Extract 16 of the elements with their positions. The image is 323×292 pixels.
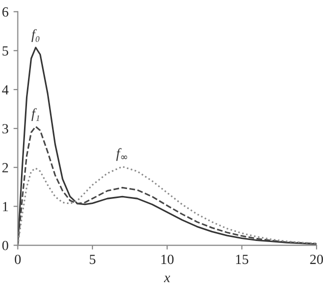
y-tick-label: 6: [2, 7, 8, 17]
series-label: f₁: [32, 108, 40, 121]
x-tick-label: 10: [161, 254, 174, 264]
y-tick-label: 3: [2, 124, 8, 134]
series-label: f$_{∞}$: [116, 148, 128, 161]
series-label: f₀: [32, 29, 40, 42]
y-tick-label: 1: [3, 202, 8, 212]
x-tick-label: 0: [14, 254, 21, 264]
y-tick-label: 2: [2, 163, 8, 172]
x-tick-label: 5: [90, 254, 96, 264]
y-tick-label: 4: [2, 85, 9, 94]
y-tick-label: 0: [2, 240, 8, 250]
x-tick-label: 20: [310, 254, 323, 264]
x-tick-label: 15: [236, 254, 248, 264]
x-axis-title: x: [164, 276, 170, 282]
y-tick-label: 5: [2, 46, 8, 56]
